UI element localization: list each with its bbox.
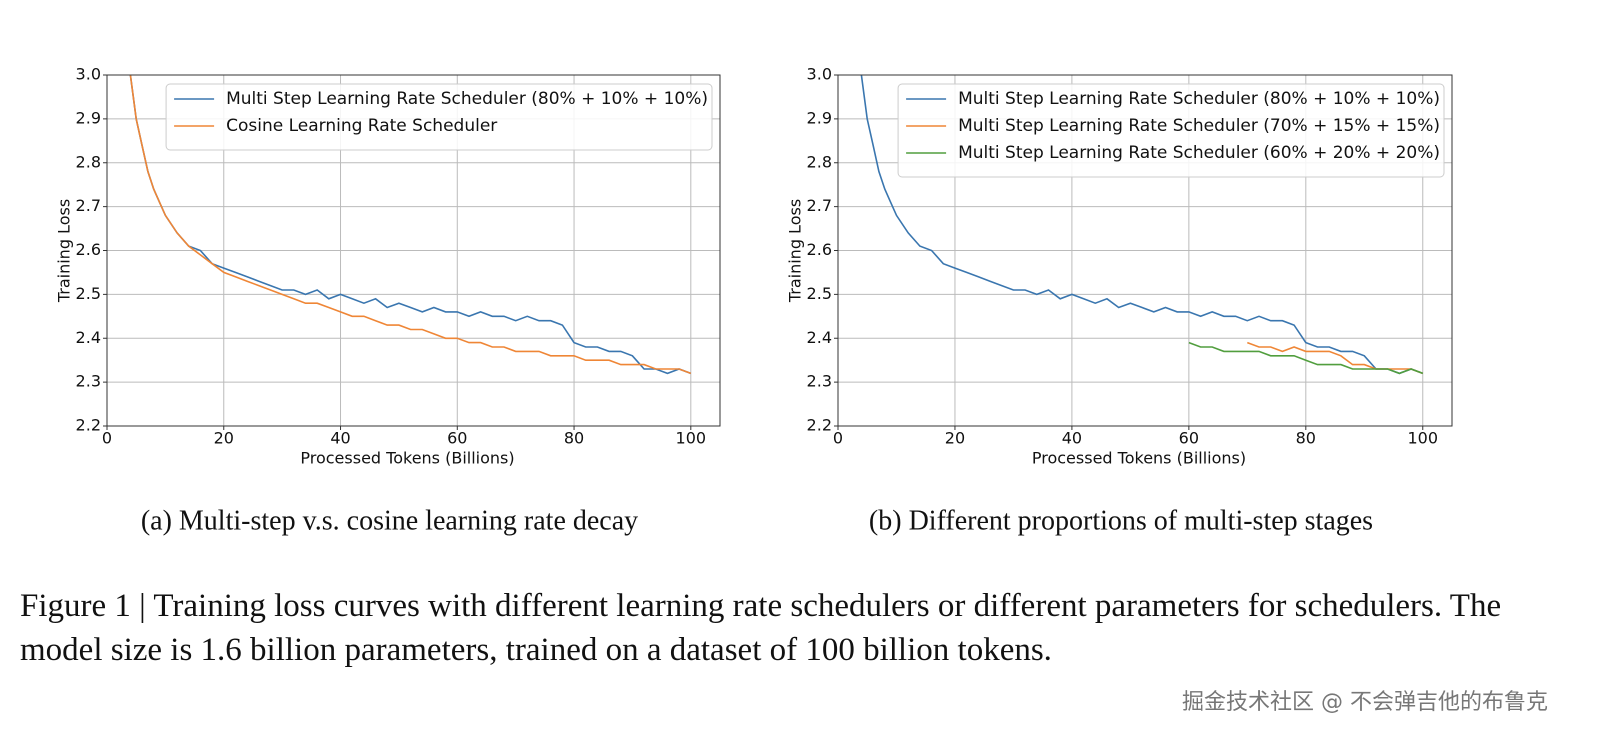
y-tick-label: 2.5 [807,284,832,303]
y-tick-label: 2.6 [807,240,832,259]
plot-frame [837,74,1453,427]
series-line [1188,341,1424,375]
y-axis-label: Training Loss [786,199,805,303]
x-tick-label: 20 [945,429,965,448]
y-axis-label: Training Loss [55,199,74,303]
x-tick-label: 80 [1296,429,1316,448]
x-tick-label: 40 [330,429,350,448]
y-tick-label: 2.2 [807,416,832,435]
legend-label: Multi Step Learning Rate Scheduler (60% … [958,143,1440,163]
legend-label: Multi Step Learning Rate Scheduler (80% … [226,89,708,109]
x-axis-label: Processed Tokens (Billions) [1032,449,1246,468]
y-tick-label: 3.0 [807,65,832,84]
x-tick-label: 40 [1062,429,1082,448]
x-tick-label: 100 [1407,429,1438,448]
legend: Multi Step Learning Rate Scheduler (80% … [165,83,713,151]
y-tick-label: 2.8 [76,152,101,171]
y-tick-label: 2.6 [76,240,101,259]
x-tick-label: 20 [214,429,234,448]
legend-box [165,83,713,151]
x-tick-label: 60 [447,429,467,448]
series-line [1247,341,1424,375]
y-tick-label: 2.8 [807,152,832,171]
y-tick-label: 2.3 [807,372,832,391]
legend-label: Multi Step Learning Rate Scheduler (80% … [958,89,1440,109]
x-tick-label: 80 [564,429,584,448]
x-tick-label: 100 [676,429,707,448]
series-line [860,74,1424,375]
legend-label: Cosine Learning Rate Scheduler [226,116,497,136]
y-tick-label: 2.4 [807,328,832,347]
x-tick-label: 0 [833,429,843,448]
legend: Multi Step Learning Rate Scheduler (80% … [897,83,1445,178]
caption: (b) Different proportions of multi-step … [869,505,1373,536]
x-tick-label: 60 [1179,429,1199,448]
caption: (a) Multi-step v.s. cosine learning rate… [141,505,638,536]
plot-frame [106,74,721,427]
y-tick-label: 2.7 [76,196,101,215]
x-axis-label: Processed Tokens (Billions) [300,449,514,468]
y-tick-label: 2.3 [76,372,101,391]
y-tick-label: 2.9 [76,108,101,127]
y-tick-label: 2.7 [807,196,832,215]
series-line [129,74,692,375]
legend-box [897,83,1445,178]
legend-label: Multi Step Learning Rate Scheduler (70% … [958,116,1440,136]
y-tick-label: 2.5 [76,284,101,303]
figure: 2.2 2.3 2.4 2.5 2.6 2.7 2.8 2.9 3.0 0 20 40 60 80 100 P… [55,65,1453,536]
figure-caption: Figure 1 | Training loss curves with dif… [20,588,1502,668]
watermark: 掘金技术社区 @ 不会弹吉他的布鲁克 [1182,690,1548,715]
y-tick-label: 2.2 [76,416,101,435]
y-tick-label: 2.4 [76,328,101,347]
x-tick-label: 0 [102,429,112,448]
y-tick-label: 2.9 [807,108,832,127]
series-line [129,74,692,375]
y-tick-label: 3.0 [76,65,101,84]
